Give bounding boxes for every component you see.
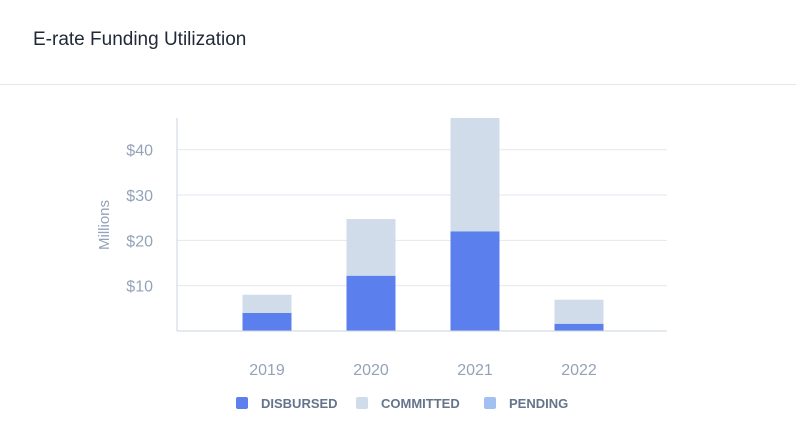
bar-committed-2021[interactable] — [450, 118, 500, 232]
bar-disbursed-2022[interactable] — [554, 323, 604, 331]
axis-layer: Millions $10 $20 $30 $40 2019 2020 2021 2022 — [96, 118, 667, 379]
legend-label: COMMITTED — [381, 396, 460, 411]
grid-layer — [177, 149, 667, 287]
legend-label: PENDING — [509, 396, 568, 411]
card-header: E-rate Funding Utilization — [0, 0, 796, 85]
bar-disbursed-2019[interactable] — [242, 312, 292, 331]
legend-swatch — [356, 397, 368, 409]
x-tick-label: 2019 — [249, 362, 285, 379]
legend-label: DISBURSED — [261, 396, 338, 411]
bar-disbursed-2020[interactable] — [346, 275, 396, 331]
legend-item-disbursed[interactable]: DISBURSED — [236, 396, 338, 411]
bar-layer — [242, 118, 604, 331]
legend-swatch — [236, 397, 248, 409]
x-tick-label: 2022 — [561, 362, 597, 379]
y-tick-label: $20 — [126, 233, 153, 250]
y-tick-label: $30 — [126, 188, 153, 205]
bar-committed-2020[interactable] — [346, 219, 396, 276]
y-tick-label: $10 — [126, 279, 153, 296]
legend-swatch — [484, 397, 496, 409]
y-tick-label: $40 — [126, 143, 153, 160]
y-axis-title: Millions — [96, 200, 113, 250]
bar-committed-2022[interactable] — [554, 299, 604, 324]
bar-disbursed-2021[interactable] — [450, 231, 500, 331]
card-title: E-rate Funding Utilization — [33, 29, 247, 50]
bar-committed-2019[interactable] — [242, 294, 292, 313]
x-tick-label: 2021 — [457, 362, 493, 379]
legend-item-committed[interactable]: COMMITTED — [356, 396, 460, 411]
legend-item-pending[interactable]: PENDING — [484, 396, 568, 411]
x-tick-label: 2020 — [353, 362, 389, 379]
legend: DISBURSED COMMITTED PENDING — [236, 396, 568, 411]
